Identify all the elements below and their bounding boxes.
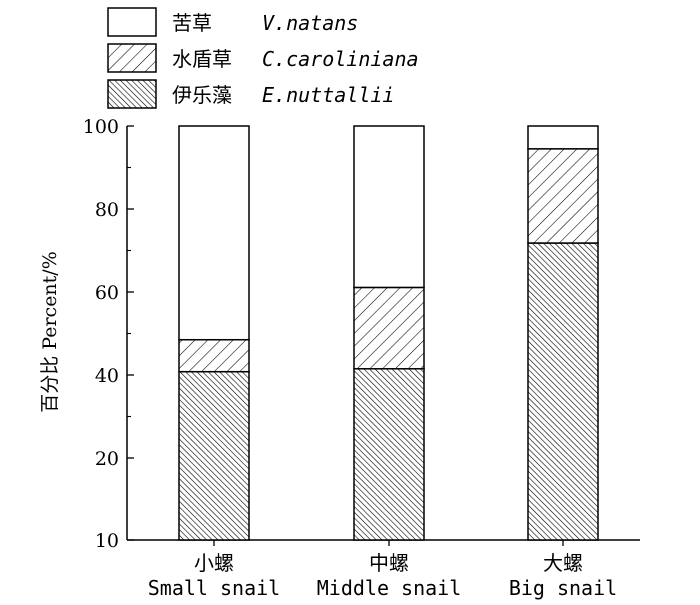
x-tick-label-cn: 小螺 (194, 551, 234, 575)
legend-label-latin: C.caroliniana (262, 47, 419, 71)
x-tick-label-cn: 大螺 (543, 551, 583, 575)
y-tick-label: 60 (95, 282, 119, 304)
legend-swatch (107, 79, 157, 109)
legend-swatch (107, 43, 157, 73)
x-tick-label-en: Big snail (509, 576, 617, 600)
bar-segment (353, 286, 425, 370)
legend: 苦草 V.natans 水盾草 C.caroliniana 伊乐藻 E.nuttallii (107, 7, 419, 109)
y-tick-label: 80 (95, 199, 119, 221)
y-tick-label: 20 (95, 448, 119, 470)
bar-segment (178, 338, 250, 373)
legend-label-latin: V.natans (262, 11, 358, 35)
bar-segment (178, 370, 250, 541)
legend-label-cn: 伊乐藻 (172, 83, 232, 107)
bar-segment (527, 242, 599, 541)
x-tick-label-en: Middle snail (317, 576, 462, 600)
legend-swatch (107, 7, 157, 37)
y-tick-label: 10 (95, 530, 119, 552)
bar-segment (527, 125, 599, 150)
y-axis-label: 百分比 Percent/% (39, 251, 61, 413)
x-tick-label-cn: 中螺 (369, 551, 409, 575)
bar-segment (353, 125, 425, 289)
bar-segment (353, 368, 425, 541)
y-tick-label: 40 (95, 365, 119, 387)
bar-segment (527, 148, 599, 244)
y-tick-label: 100 (83, 116, 119, 138)
legend-label-cn: 水盾草 (172, 47, 232, 71)
legend-label-latin: E.nuttallii (262, 83, 394, 107)
legend-label-cn: 苦草 (172, 11, 212, 35)
x-tick-label-en: Small snail (148, 576, 280, 600)
bar-segment (178, 125, 250, 341)
